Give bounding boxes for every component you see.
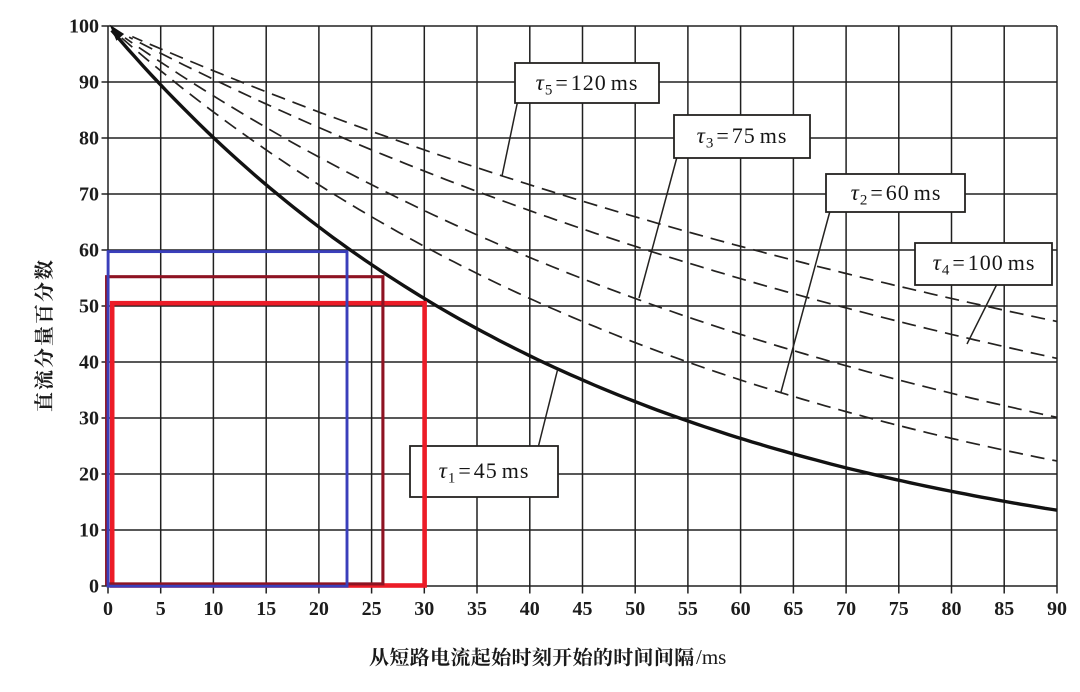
svg-text:75: 75 bbox=[889, 598, 909, 620]
svg-text:80: 80 bbox=[942, 598, 962, 620]
svg-text:60: 60 bbox=[731, 598, 751, 620]
svg-text:0: 0 bbox=[89, 576, 99, 598]
svg-text:55: 55 bbox=[678, 598, 698, 620]
svg-text:65: 65 bbox=[783, 598, 803, 620]
svg-text:25: 25 bbox=[362, 598, 382, 620]
svg-text:15: 15 bbox=[256, 598, 276, 620]
svg-text:50: 50 bbox=[79, 296, 99, 318]
svg-text:80: 80 bbox=[79, 128, 99, 150]
svg-text:50: 50 bbox=[625, 598, 645, 620]
svg-text:30: 30 bbox=[79, 408, 99, 430]
svg-text:10: 10 bbox=[79, 520, 99, 542]
svg-text:40: 40 bbox=[520, 598, 540, 620]
svg-text:70: 70 bbox=[79, 184, 99, 206]
svg-text:100: 100 bbox=[69, 16, 99, 38]
svg-text:10: 10 bbox=[203, 598, 223, 620]
svg-text:85: 85 bbox=[994, 598, 1014, 620]
svg-text:5: 5 bbox=[156, 598, 166, 620]
svg-text:/ms: /ms bbox=[696, 645, 726, 669]
svg-text:40: 40 bbox=[79, 352, 99, 374]
svg-text:60: 60 bbox=[79, 240, 99, 262]
svg-text:35: 35 bbox=[467, 598, 487, 620]
svg-text:90: 90 bbox=[1047, 598, 1067, 620]
svg-text:45: 45 bbox=[573, 598, 593, 620]
svg-text:90: 90 bbox=[79, 72, 99, 94]
svg-text:0: 0 bbox=[103, 598, 113, 620]
svg-text:70: 70 bbox=[836, 598, 856, 620]
svg-text:30: 30 bbox=[414, 598, 434, 620]
svg-text:20: 20 bbox=[309, 598, 329, 620]
svg-text:20: 20 bbox=[79, 464, 99, 486]
